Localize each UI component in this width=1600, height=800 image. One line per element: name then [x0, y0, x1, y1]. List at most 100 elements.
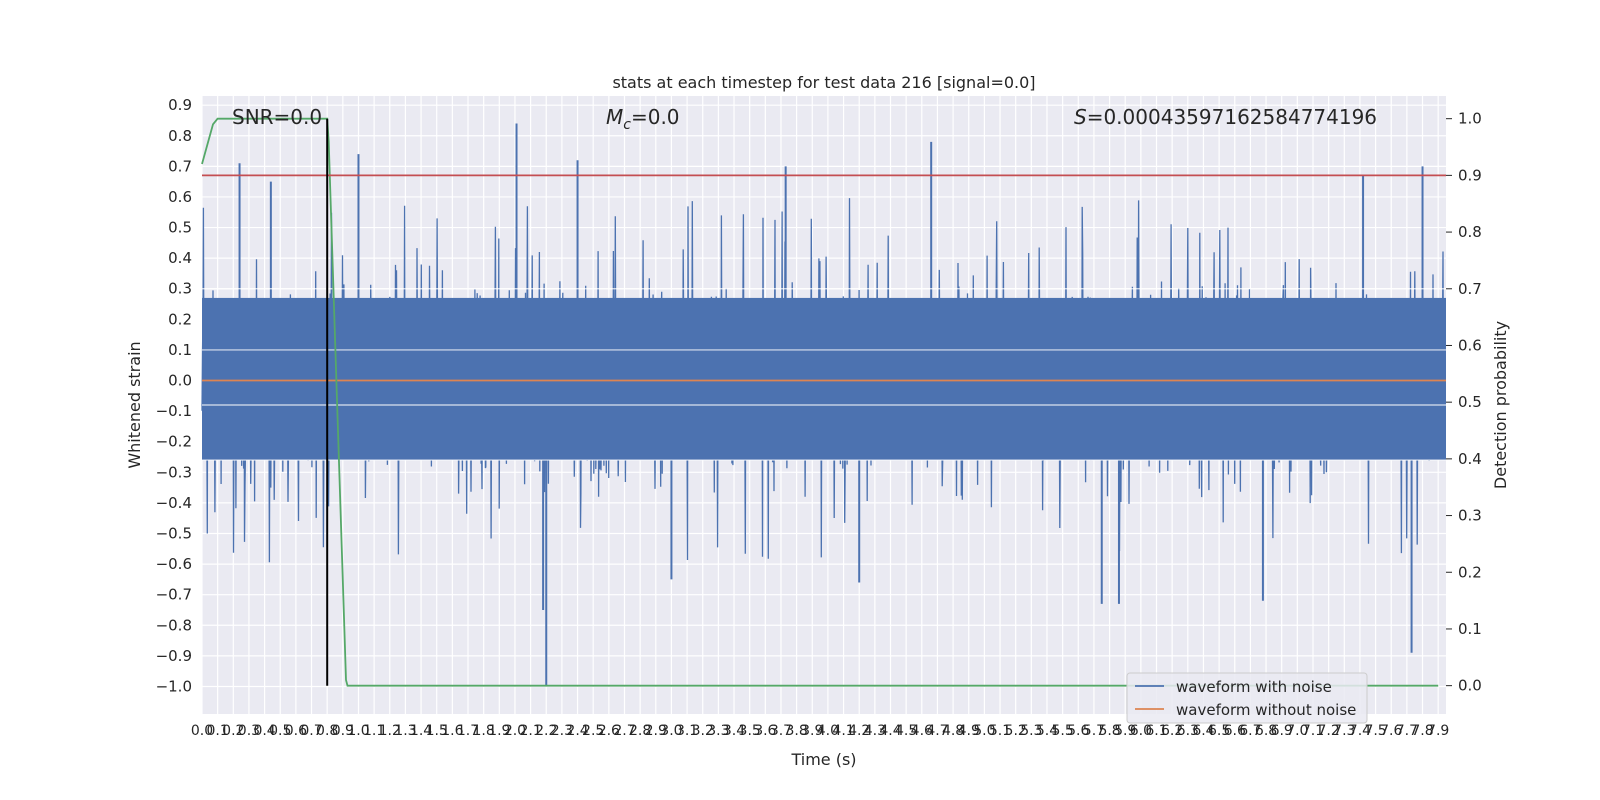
x-tick-label: 0.1 [207, 723, 229, 739]
x-tick-label: 6.2 [1161, 723, 1183, 739]
y-tick-label: 0.6 [168, 188, 192, 206]
x-tick-label: 3.1 [676, 723, 698, 739]
legend-label-noise: waveform with noise [1176, 678, 1332, 696]
legend: waveform with noise waveform without noi… [1126, 672, 1368, 724]
x-tick-label: 6.5 [1208, 723, 1230, 739]
x-tick-label: 3.0 [660, 723, 682, 739]
x-tick-label: 6.7 [1239, 723, 1261, 739]
y-tick-label: 0.0 [168, 372, 192, 390]
x-tick-label: 2.2 [535, 723, 557, 739]
x-tick-label: 3.4 [723, 723, 745, 739]
x-tick-label: 3.6 [754, 723, 776, 739]
y2-tick-label: 0.8 [1458, 223, 1482, 241]
x-tick-label: 5.8 [1098, 723, 1120, 739]
y2-tick-label: 0.3 [1458, 507, 1482, 525]
x-tick-label: 4.5 [895, 723, 917, 739]
x-tick-label: 2.8 [629, 723, 651, 739]
x-tick-label: 4.0 [817, 723, 839, 739]
x-tick-label: 7.3 [1333, 723, 1355, 739]
waveform-with-noise-series [201, 123, 1446, 687]
x-tick-label: 1.6 [441, 723, 463, 739]
y2-tick-label: 0.5 [1458, 393, 1482, 411]
annotations: SNR=0.0 Mc=0.0 S=0.00043597162584774196 [232, 105, 1377, 133]
y-tick-label: 0.1 [168, 341, 192, 359]
x-tick-label: 3.7 [770, 723, 792, 739]
y-tick-label: −0.9 [156, 647, 192, 665]
x-tick-label: 0.5 [269, 723, 291, 739]
mc-symbol: M [606, 105, 623, 129]
x-tick-label: 6.4 [1192, 723, 1214, 739]
legend-box [1126, 672, 1368, 724]
x-tick-label: 3.8 [785, 723, 807, 739]
y-tick-label: −0.5 [156, 524, 192, 542]
x-tick-label: 2.7 [613, 723, 635, 739]
x-tick-label: 3.3 [707, 723, 729, 739]
y-tick-label: 0.3 [168, 280, 192, 298]
x-tick-label: 7.4 [1349, 723, 1371, 739]
y2-axis-ticks: 1.0 0.9 0.8 0.7 0.6 0.5 0.4 0.3 0.2 0.1 0.0 [1446, 110, 1482, 695]
legend-label-clean: waveform without noise [1176, 701, 1356, 719]
y-tick-label: −0.1 [156, 402, 192, 420]
x-tick-label: 0.6 [285, 723, 307, 739]
x-tick-label: 7.1 [1302, 723, 1324, 739]
x-tick-label: 7.2 [1318, 723, 1340, 739]
x-tick-label: 4.7 [926, 723, 948, 739]
chirp-mass-annotation: Mc=0.0 [606, 105, 680, 133]
y2-tick-label: 0.7 [1458, 280, 1482, 298]
y-tick-label: 0.9 [168, 96, 192, 114]
y2-tick-label: 0.1 [1458, 620, 1482, 638]
x-tick-label: 1.2 [379, 723, 401, 739]
x-tick-label: 4.4 [879, 723, 901, 739]
x-tick-label: 2.0 [504, 723, 526, 739]
x-tick-label: 5.7 [1083, 723, 1105, 739]
s-symbol: S [1074, 105, 1087, 129]
x-tick-label: 1.8 [473, 723, 495, 739]
x-tick-label: 3.5 [739, 723, 761, 739]
x-tick-label: 6.6 [1224, 723, 1246, 739]
y-tick-label: 0.5 [168, 219, 192, 237]
x-tick-label: 4.2 [848, 723, 870, 739]
x-tick-label: 6.8 [1255, 723, 1277, 739]
x-tick-label: 5.6 [1067, 723, 1089, 739]
x-tick-label: 5.9 [1114, 723, 1136, 739]
x-tick-label: 0.8 [316, 723, 338, 739]
x-tick-label: 0.7 [300, 723, 322, 739]
x-tick-label: 3.9 [801, 723, 823, 739]
x-tick-label: 4.8 [942, 723, 964, 739]
x-tick-label: 7.9 [1427, 723, 1449, 739]
x-tick-label: 1.9 [488, 723, 510, 739]
x-tick-label: 7.8 [1411, 723, 1433, 739]
series-lines [201, 117, 1446, 687]
x-tick-label: 1.7 [457, 723, 479, 739]
x-tick-label: 5.4 [1036, 723, 1058, 739]
x-tick-label: 0.2 [222, 723, 244, 739]
x-tick-label: 5.2 [1005, 723, 1027, 739]
y-tick-label: −0.8 [156, 616, 192, 634]
x-tick-label: 4.9 [958, 723, 980, 739]
y-tick-label: 0.8 [168, 127, 192, 145]
x-tick-label: 2.4 [566, 723, 588, 739]
y-axis-ticks: 0.9 0.8 0.7 0.6 0.5 0.4 0.3 0.2 0.1 0.0 −0.1 −0.2 −0… [156, 96, 192, 695]
x-tick-label: 2.6 [598, 723, 620, 739]
x-tick-label: 1.3 [394, 723, 416, 739]
x-tick-label: 0.9 [332, 723, 354, 739]
y2-axis-label: Detection probability [1491, 321, 1510, 489]
x-tick-label: 4.6 [911, 723, 933, 739]
mc-value: =0.0 [631, 105, 680, 129]
x-tick-label: 2.3 [551, 723, 573, 739]
y2-tick-label: 0.6 [1458, 336, 1482, 354]
s-annotation: S=0.00043597162584774196 [1074, 105, 1377, 129]
y-tick-label: −0.7 [156, 586, 192, 604]
x-tick-label: 1.4 [410, 723, 432, 739]
x-tick-label: 7.0 [1286, 723, 1308, 739]
x-tick-label: 0.3 [238, 723, 260, 739]
y-tick-label: −0.2 [156, 433, 192, 451]
x-tick-label: 5.5 [1051, 723, 1073, 739]
x-axis-ticks: 0.00.10.20.30.40.50.60.70.80.91.01.11.21… [191, 723, 1449, 739]
x-tick-label: 2.5 [582, 723, 604, 739]
x-tick-label: 0.4 [253, 723, 275, 739]
y-tick-label: −1.0 [156, 677, 192, 695]
x-tick-label: 1.5 [426, 723, 448, 739]
y-tick-label: 0.7 [168, 157, 192, 175]
